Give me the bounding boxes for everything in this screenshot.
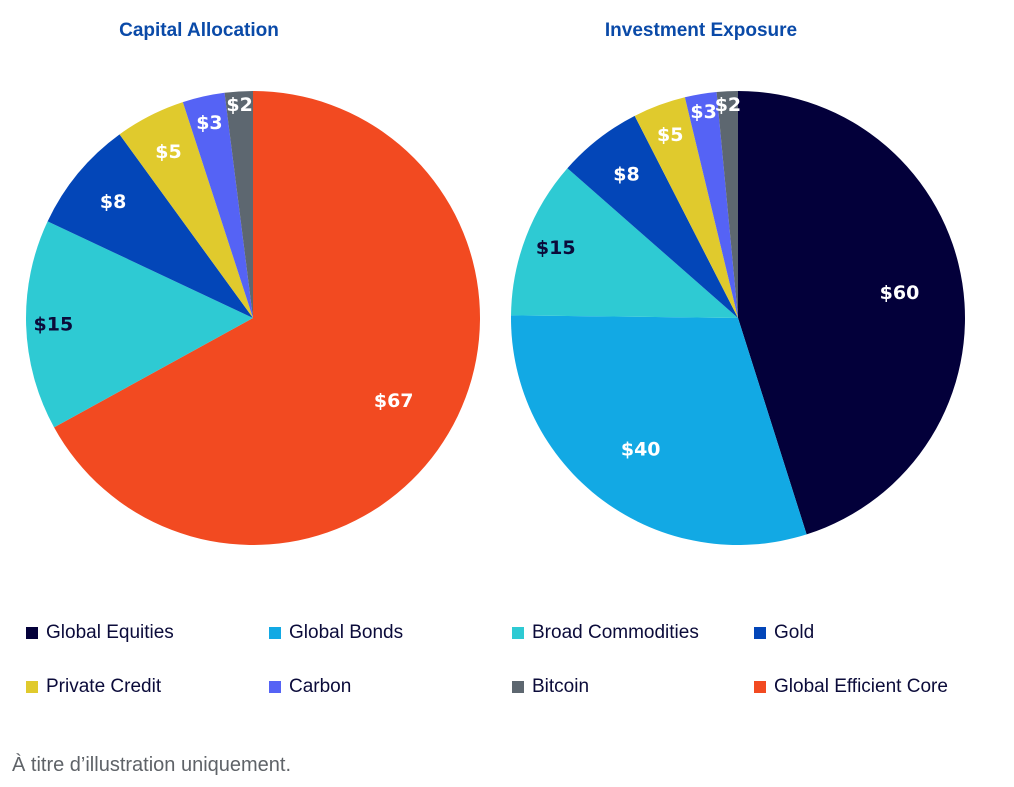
- footnote: À titre d’illustration uniquement.: [12, 754, 292, 776]
- data-label-private-credit: $5: [657, 124, 683, 146]
- legend-item-global-equities: Global Equities: [26, 622, 174, 644]
- data-label-carbon: $3: [690, 101, 716, 123]
- data-label-gold: $8: [100, 191, 126, 213]
- legend-item-private-credit: Private Credit: [26, 676, 161, 698]
- legend-item-global-efficient-core: Global Efficient Core: [754, 676, 948, 698]
- data-label-broad-commodities: $15: [34, 313, 74, 335]
- pie-investment-exposure: $60 $40 $15 $8 $5 $3$2: [511, 91, 965, 545]
- data-label-global-bonds: $40: [621, 438, 661, 460]
- pie-slice-bitcoin: [716, 91, 738, 318]
- pie-slice-global-equities: [738, 91, 965, 535]
- legend-swatch: [269, 627, 281, 639]
- chart-title-investment-exposure: Investment Exposure: [604, 20, 798, 41]
- pie-slice-bitcoin: [224, 91, 253, 318]
- legend-item-gold: Gold: [754, 622, 814, 644]
- data-label-global-efficient-core: $67: [374, 390, 414, 412]
- data-label-private-credit: $5: [155, 141, 181, 163]
- data-label-gold: $8: [613, 164, 639, 186]
- pie-slice-broad-commodities: [25, 221, 253, 428]
- legend-label: Carbon: [289, 676, 352, 697]
- data-label-carbon: $3: [196, 112, 222, 134]
- legend-label: Private Credit: [46, 676, 162, 697]
- pie-capital-allocation: $67 $15 $8 $5 $3$2: [25, 91, 481, 546]
- legend-item-global-bonds: Global Bonds: [269, 622, 403, 644]
- legend-item-broad-commodities: Broad Commodities: [512, 622, 699, 644]
- pie-slice-broad-commodities: [511, 168, 738, 318]
- legend-swatch: [269, 681, 281, 693]
- legend-swatch: [512, 627, 524, 639]
- legend-label: Global Bonds: [289, 622, 404, 643]
- legend-item-bitcoin: Bitcoin: [512, 676, 589, 698]
- pie-slice-private-credit: [119, 102, 253, 318]
- legend-swatch: [26, 681, 38, 693]
- pie-slice-global-efficient-core: [54, 91, 481, 546]
- legend-label: Broad Commodities: [532, 622, 699, 643]
- pie-slice-carbon: [182, 92, 253, 318]
- data-label-global-equities: $60: [880, 282, 920, 304]
- legend-swatch: [26, 627, 38, 639]
- legend-label: Gold: [774, 622, 815, 643]
- legend-swatch: [754, 627, 766, 639]
- data-label-bitcoin: $2: [715, 94, 741, 116]
- data-label-broad-commodities: $15: [536, 237, 576, 259]
- pie-charts: $67$15$8$5$3$2 $60$40$15$8$5$3$2: [25, 91, 965, 546]
- legend-label: Global Equities: [46, 622, 174, 643]
- legend-item-carbon: Carbon: [269, 676, 351, 698]
- pie-slice-global-bonds: [511, 315, 807, 545]
- chart-title-capital-allocation: Capital Allocation: [119, 20, 279, 41]
- legend-label: Bitcoin: [532, 676, 590, 697]
- legend-swatch: [512, 681, 524, 693]
- pie-slice-private-credit: [634, 97, 738, 318]
- data-label-bitcoin: $2: [226, 94, 252, 116]
- pie-slice-gold: [567, 115, 738, 318]
- pie-slice-gold: [47, 134, 253, 318]
- legend-label: Global Efficient Core: [774, 676, 948, 697]
- pie-slice-carbon: [684, 92, 738, 319]
- legend-swatch: [754, 681, 766, 693]
